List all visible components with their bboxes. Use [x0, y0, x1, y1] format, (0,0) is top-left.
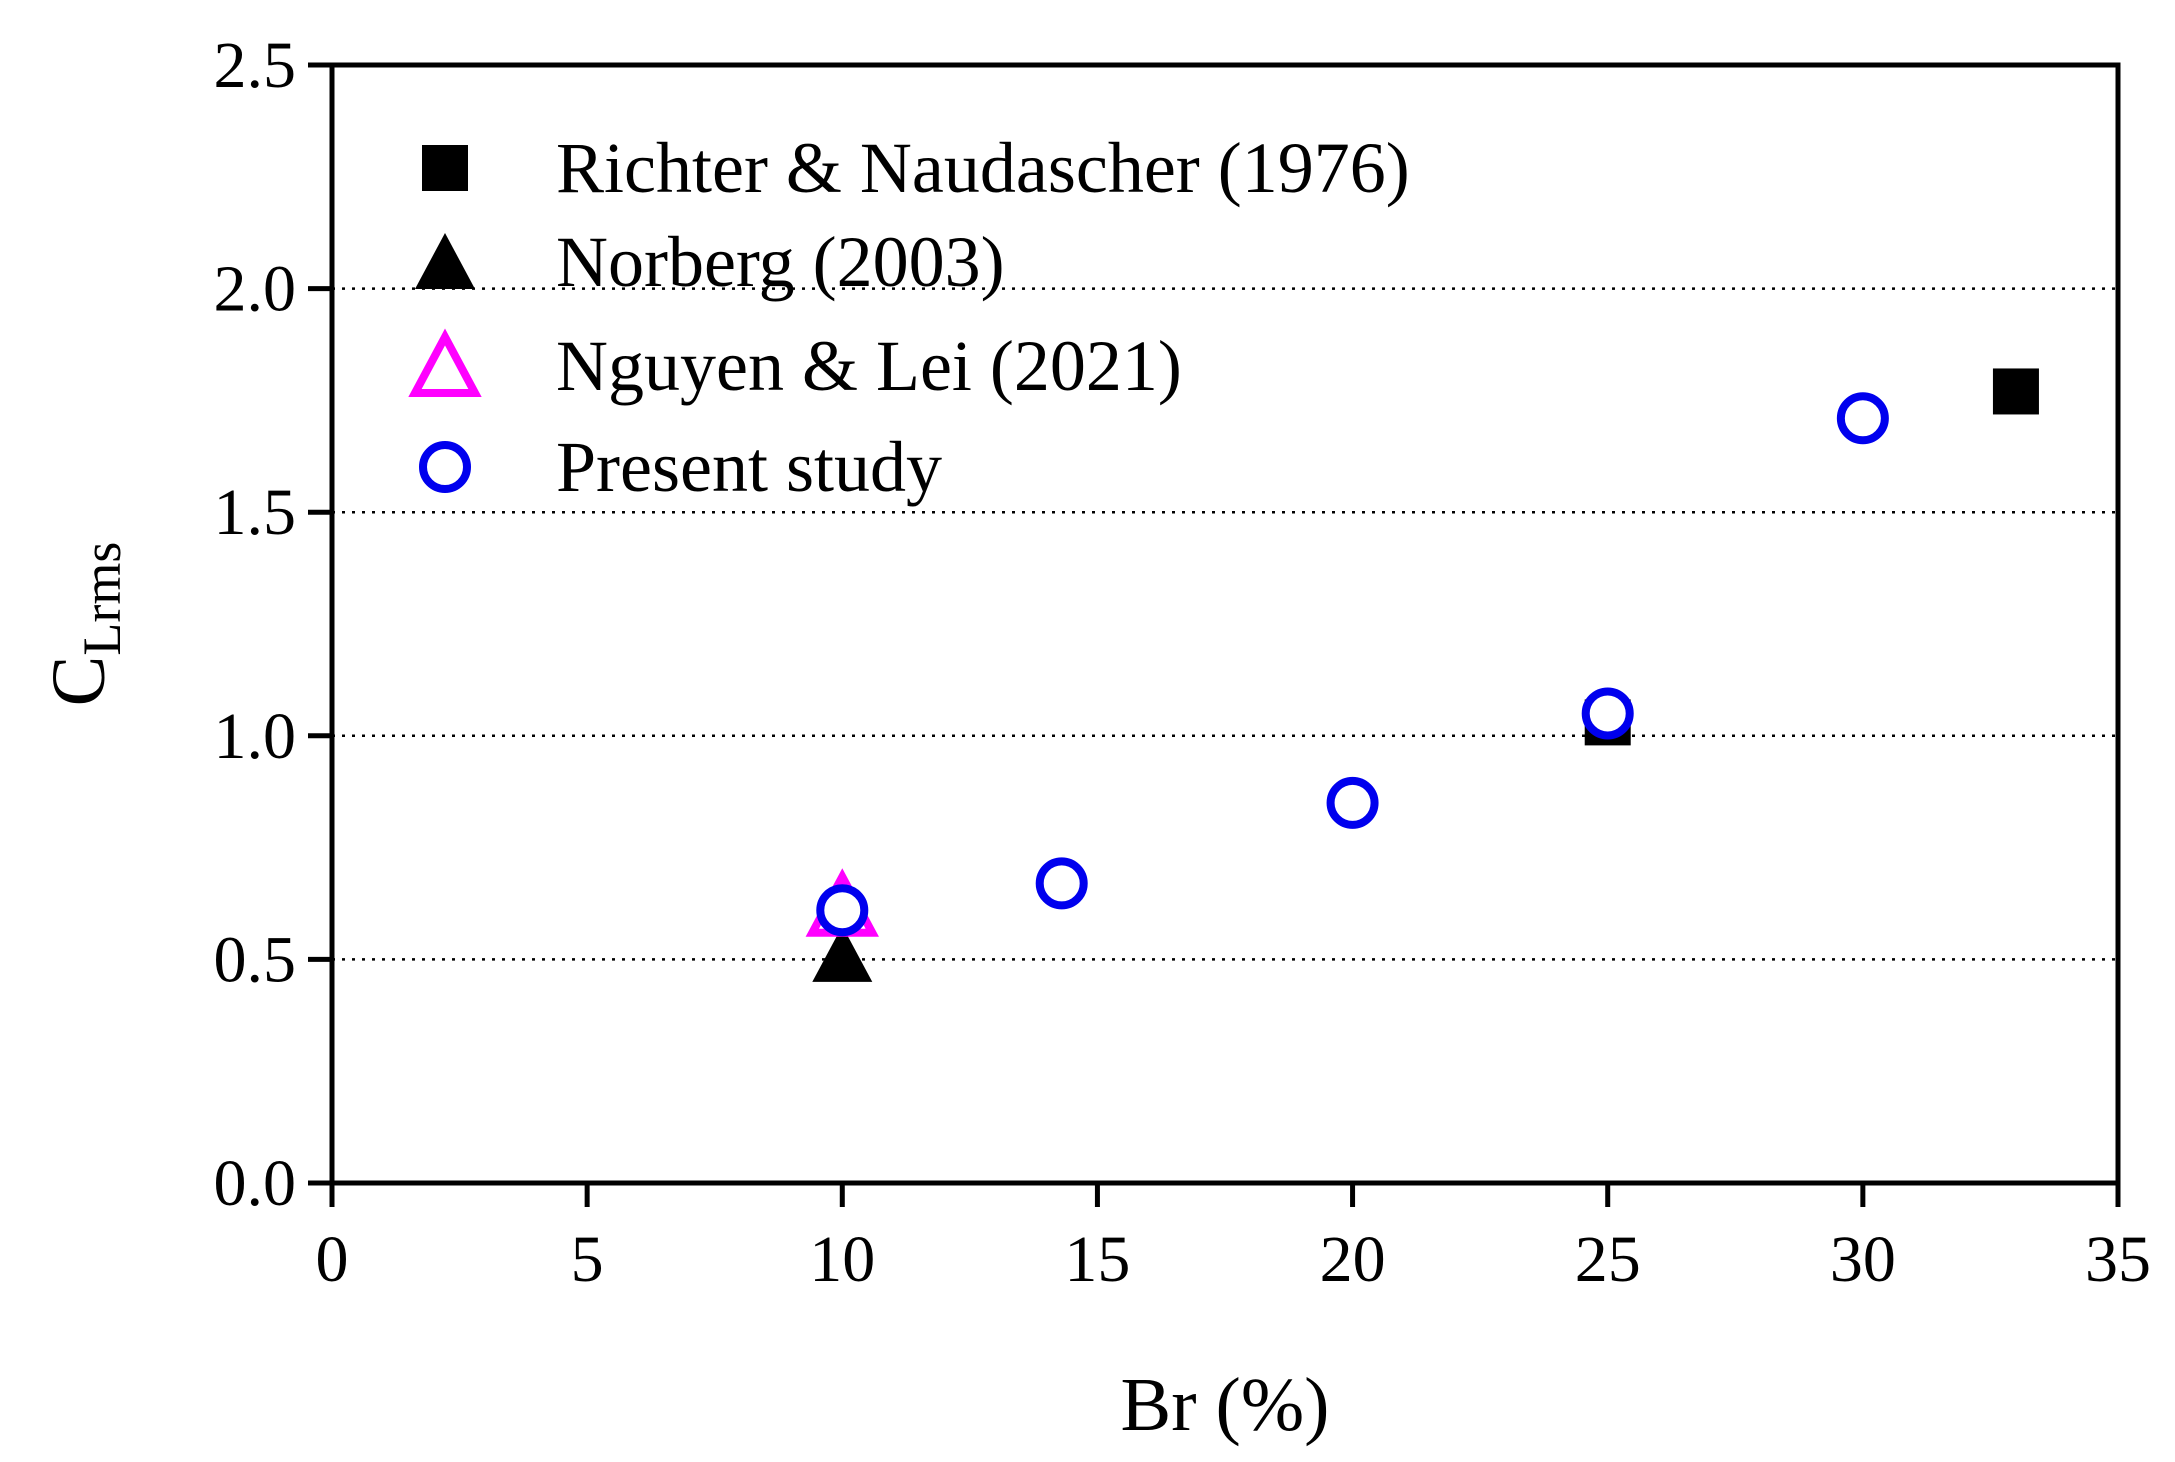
x-tick-label: 10	[809, 1223, 875, 1296]
data-point	[1992, 368, 2039, 415]
y-tick-label: 1.0	[214, 700, 297, 773]
legend: Richter & Naudascher (1976) Norberg (2003…	[408, 128, 1410, 507]
legend-label: Richter & Naudascher (1976)	[556, 128, 1410, 208]
data-point	[1326, 776, 1379, 829]
grid-lines	[332, 287, 2118, 961]
x-axis: 0 5 10 15 20 25 30 35	[316, 1183, 2151, 1296]
y-axis: 0.0 0.5 1.0 1.5 2.0 2.5	[214, 29, 332, 1220]
data-point	[1836, 392, 1889, 445]
x-tick-label: 25	[1575, 1223, 1641, 1296]
legend-marker	[419, 441, 471, 493]
x-tick-label: 15	[1064, 1223, 1130, 1296]
x-tick-label: 30	[1830, 1223, 1896, 1296]
legend-marker	[422, 145, 468, 191]
legend-marker	[415, 233, 475, 289]
plot-frame	[329, 62, 2121, 1186]
legend-label: Nguyen & Lei (2021)	[556, 326, 1182, 406]
x-tick-label: 0	[316, 1223, 349, 1296]
y-tick-label: 0.0	[214, 1147, 297, 1220]
x-axis-title: Br (%)	[1121, 1363, 1330, 1447]
y-tick-label: 1.5	[214, 476, 297, 549]
legend-marker	[408, 328, 482, 397]
legend-label: Norberg (2003)	[556, 222, 1005, 302]
x-tick-label: 35	[2085, 1223, 2151, 1296]
y-tick-label: 0.5	[214, 923, 297, 996]
y-tick-label: 2.0	[214, 253, 297, 326]
data-point	[812, 925, 873, 982]
y-axis-title-sub: Lrms	[72, 542, 132, 656]
legend-label: Present study	[556, 427, 942, 507]
data-point	[1035, 857, 1088, 910]
y-axis-title-main: C	[37, 656, 121, 707]
x-tick-label: 20	[1320, 1223, 1386, 1296]
y-axis-title: CLrms	[37, 542, 132, 707]
data-points	[805, 368, 2039, 982]
data-point	[816, 884, 869, 937]
x-tick-label: 5	[571, 1223, 604, 1296]
y-tick-label: 2.5	[214, 29, 297, 102]
data-point	[1581, 687, 1634, 740]
